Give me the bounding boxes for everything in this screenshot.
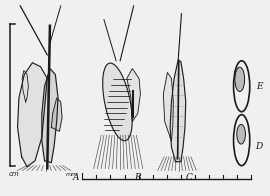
Ellipse shape	[234, 61, 250, 112]
Ellipse shape	[235, 67, 245, 92]
Polygon shape	[42, 69, 58, 163]
Text: mm: mm	[66, 172, 78, 177]
Ellipse shape	[103, 63, 132, 141]
Polygon shape	[170, 60, 186, 162]
Text: D: D	[256, 142, 263, 151]
Text: B: B	[134, 173, 141, 182]
Polygon shape	[163, 73, 173, 141]
Ellipse shape	[237, 124, 245, 144]
Text: A: A	[72, 173, 79, 182]
Polygon shape	[51, 98, 62, 131]
Polygon shape	[127, 69, 140, 122]
Text: cm: cm	[9, 172, 20, 178]
Polygon shape	[18, 63, 47, 167]
Ellipse shape	[234, 115, 250, 166]
Text: C: C	[185, 173, 193, 182]
Text: E: E	[256, 82, 262, 91]
